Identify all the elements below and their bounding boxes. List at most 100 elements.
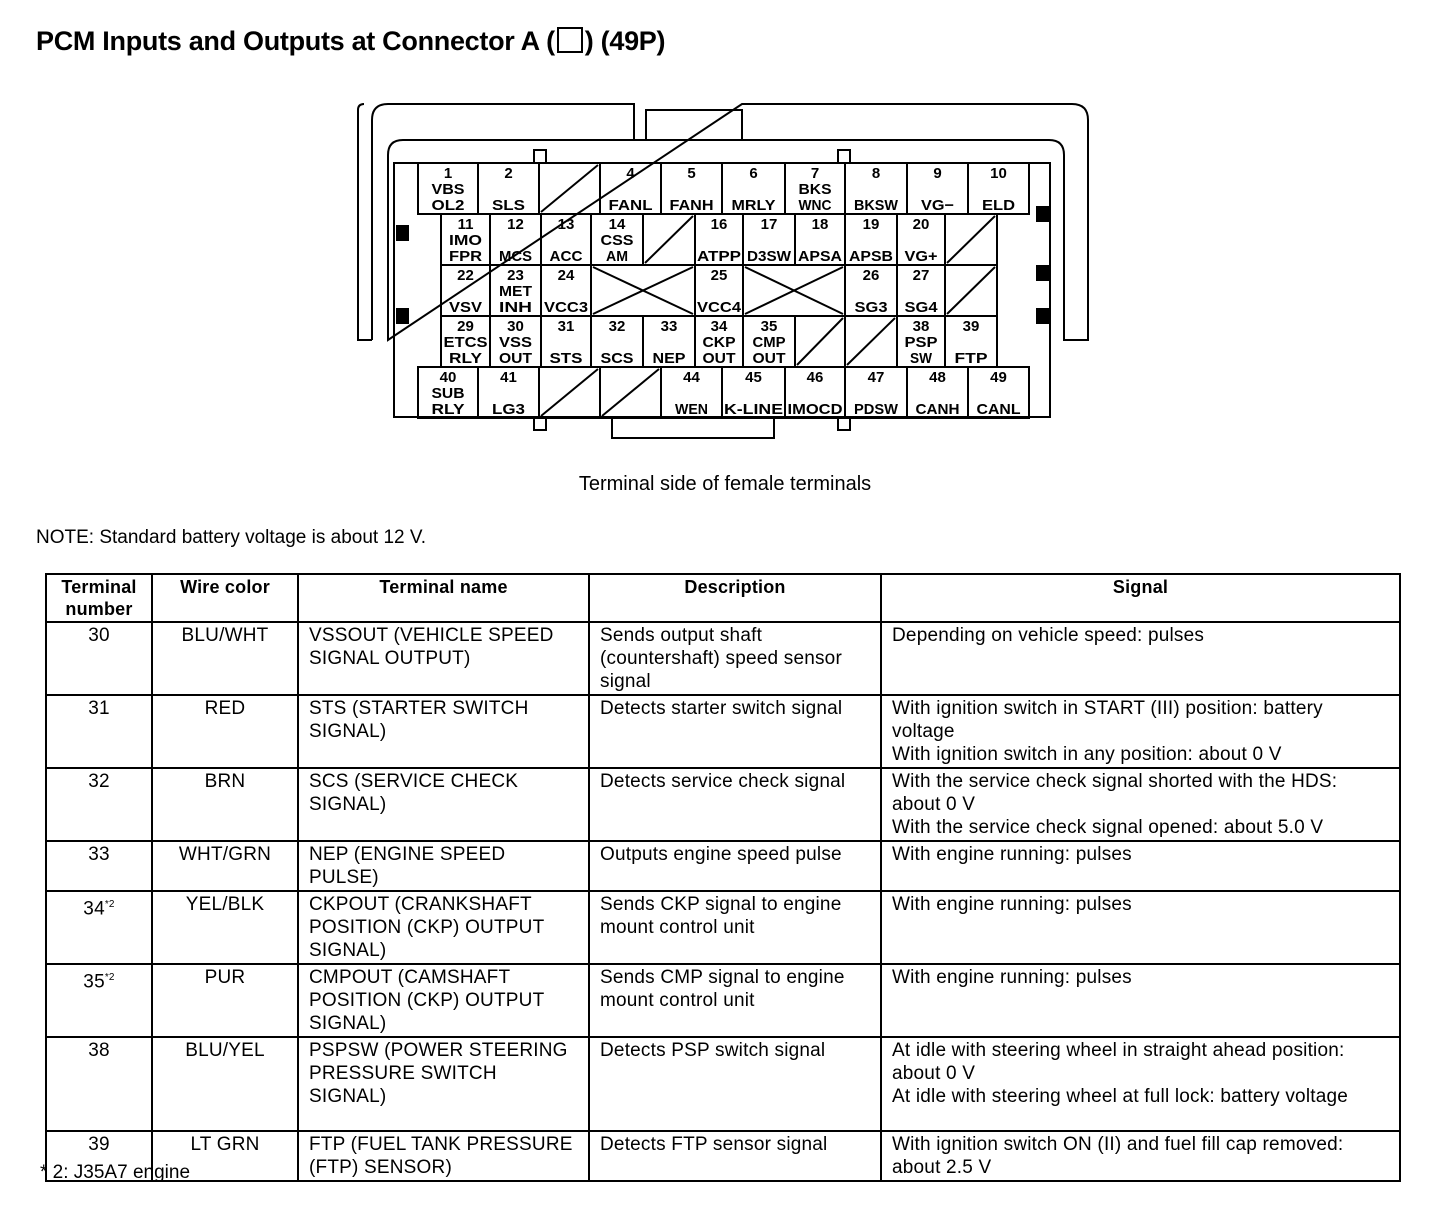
terminal-number: 46 <box>807 369 824 386</box>
terminal-number: 19 <box>863 216 880 233</box>
terminal-48: 48 CANH <box>906 366 969 419</box>
terminal-label: SW <box>910 350 933 367</box>
terminal-39: 39 FTP <box>944 315 998 368</box>
connector-caption: Terminal side of female terminals <box>578 473 872 495</box>
terminal-label: RLY <box>432 401 465 418</box>
terminal-number-cell: 35*2 <box>45 963 153 1038</box>
terminal-number-cell: 30 <box>45 621 153 696</box>
unused-cavity <box>844 315 898 368</box>
footnote-marker: *2 <box>104 899 115 910</box>
table-row: 32 BRN SCS (SERVICE CHECK SIGNAL) Detects s… <box>45 767 1401 842</box>
terminal-name-cell: CKPOUT (CRANKSHAFT POSITION (CKP) OUTPUT… <box>297 890 590 965</box>
unused-cavity <box>599 366 662 419</box>
description-cell: Sends CKP signal to engine mount control… <box>588 890 882 965</box>
terminal-18: 18 APSA <box>794 213 846 266</box>
terminal-label: D3SW <box>747 248 792 265</box>
description-cell: Outputs engine speed pulse <box>588 840 882 892</box>
terminal-number: 38 <box>913 318 930 335</box>
terminal-number: 6 <box>749 165 757 182</box>
table-row: 38 BLU/YEL PSPSW (POWER STEERING PRESSURE … <box>45 1036 1401 1132</box>
terminal-19: 19 APSB <box>844 213 898 266</box>
terminal-label: ELD <box>982 197 1015 214</box>
terminal-label: FPR <box>449 248 482 265</box>
table-row: 39 LT GRN FTP (FUEL TANK PRESSURE (FTP) SE… <box>45 1130 1401 1182</box>
terminal-2: 2 SLS <box>477 162 540 215</box>
terminal-label: VBS <box>432 181 465 198</box>
terminal-label: VCC3 <box>544 299 588 316</box>
terminal-number: 4 <box>626 165 635 182</box>
signal-line: With ignition switch in START (III) posi… <box>892 698 1323 742</box>
terminal-32: 32 SCS <box>590 315 644 368</box>
terminal-label: MRLY <box>732 197 776 214</box>
unused-cavity <box>794 315 846 368</box>
terminal-number: 13 <box>558 216 575 233</box>
terminal-label: OUT <box>499 350 532 367</box>
terminal-number: 8 <box>872 165 880 182</box>
terminal-number: 26 <box>863 267 880 284</box>
terminal-label: STS <box>550 350 583 367</box>
terminal-5: 5 FANH <box>660 162 723 215</box>
unused-cavity <box>590 264 696 317</box>
terminal-label: K-LINE <box>724 401 783 418</box>
terminal-number-cell: 33 <box>45 840 153 892</box>
signal-line: At idle with steering wheel in straight … <box>892 1040 1345 1084</box>
wire-color-cell: LT GRN <box>151 1130 299 1182</box>
terminal-number: 2 <box>504 165 512 182</box>
signal-line: With engine running: pulses <box>892 967 1132 988</box>
terminal-number: 48 <box>929 369 946 386</box>
table-row: 30 BLU/WHT VSSOUT (VEHICLE SPEED SIGNAL OU… <box>45 621 1401 696</box>
terminal-label: MCS <box>499 248 532 265</box>
terminal-label: WEN <box>675 401 708 418</box>
signal-cell: With engine running: pulses <box>880 890 1401 965</box>
terminal-label: SUB <box>432 385 465 402</box>
terminal-31: 31 STS <box>540 315 592 368</box>
signal-line: With ignition switch ON (II) and fuel fi… <box>892 1134 1344 1178</box>
terminal-number: 5 <box>687 165 695 182</box>
terminal-number: 1 <box>444 165 452 182</box>
terminal-16: 16 ATPP <box>694 213 744 266</box>
terminal-label: SG4 <box>905 299 939 316</box>
terminal-label: CANL <box>977 401 1021 418</box>
connector-symbol-icon <box>556 27 583 53</box>
table-row: 35*2 PUR CMPOUT (CAMSHAFT POSITION (CKP) O… <box>45 963 1401 1038</box>
note: NOTE: Standard battery voltage is about … <box>36 527 427 548</box>
header-terminal-name: Terminal name <box>297 573 590 623</box>
terminal-number-cell: 32 <box>45 767 153 842</box>
terminal-number: 31 <box>558 318 575 335</box>
terminal-label: APSB <box>849 248 893 265</box>
signal-cell: With the service check signal shorted wi… <box>880 767 1401 842</box>
description-cell: Sends output shaft (countershaft) speed … <box>588 621 882 696</box>
description-cell: Detects PSP switch signal <box>588 1036 882 1132</box>
terminal-label: OUT <box>753 350 786 367</box>
footnote-marker: *2 <box>104 972 115 983</box>
terminal-label: CMP <box>753 334 786 351</box>
terminal-number: 47 <box>868 369 885 386</box>
terminal-label: CANH <box>916 401 960 418</box>
terminal-25: 25 VCC4 <box>694 264 744 317</box>
terminal-label: WNC <box>799 197 832 214</box>
terminal-label: FTP <box>955 350 988 367</box>
signal-line: With the service check signal opened: ab… <box>892 817 1324 838</box>
terminal-number: 40 <box>440 369 457 386</box>
terminal-label: ETCS <box>444 334 488 351</box>
terminal-number: 17 <box>761 216 778 233</box>
terminal-10: 10 ELD <box>967 162 1030 215</box>
header-terminal-number: Terminal number <box>45 573 153 623</box>
terminal-label: OL2 <box>432 197 465 214</box>
terminal-number: 12 <box>507 216 524 233</box>
terminal-label: SCS <box>601 350 634 367</box>
terminal-label: APSA <box>798 248 842 265</box>
terminal-44: 44 WEN <box>660 366 723 419</box>
signal-line: At idle with steering wheel at full lock… <box>892 1086 1349 1107</box>
terminal-number: 33 <box>661 318 678 335</box>
terminal-number: 11 <box>458 216 474 233</box>
terminal-label: SLS <box>492 197 525 214</box>
